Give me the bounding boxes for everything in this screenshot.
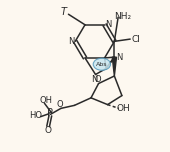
Text: N: N [68,37,74,46]
Text: Cl: Cl [131,35,140,44]
Text: O: O [57,100,63,109]
Text: NH₂: NH₂ [114,12,131,21]
Text: O: O [95,75,101,84]
Text: N: N [91,74,97,83]
Text: P: P [47,108,53,118]
Text: O: O [45,126,52,135]
Text: OH: OH [39,96,52,105]
Text: T: T [61,7,67,17]
Polygon shape [112,57,116,76]
Text: N: N [106,20,112,29]
Text: Abs: Abs [96,62,108,67]
Text: OH: OH [116,104,130,113]
Ellipse shape [93,58,110,70]
Text: N: N [116,53,123,62]
Text: HO: HO [29,111,42,120]
